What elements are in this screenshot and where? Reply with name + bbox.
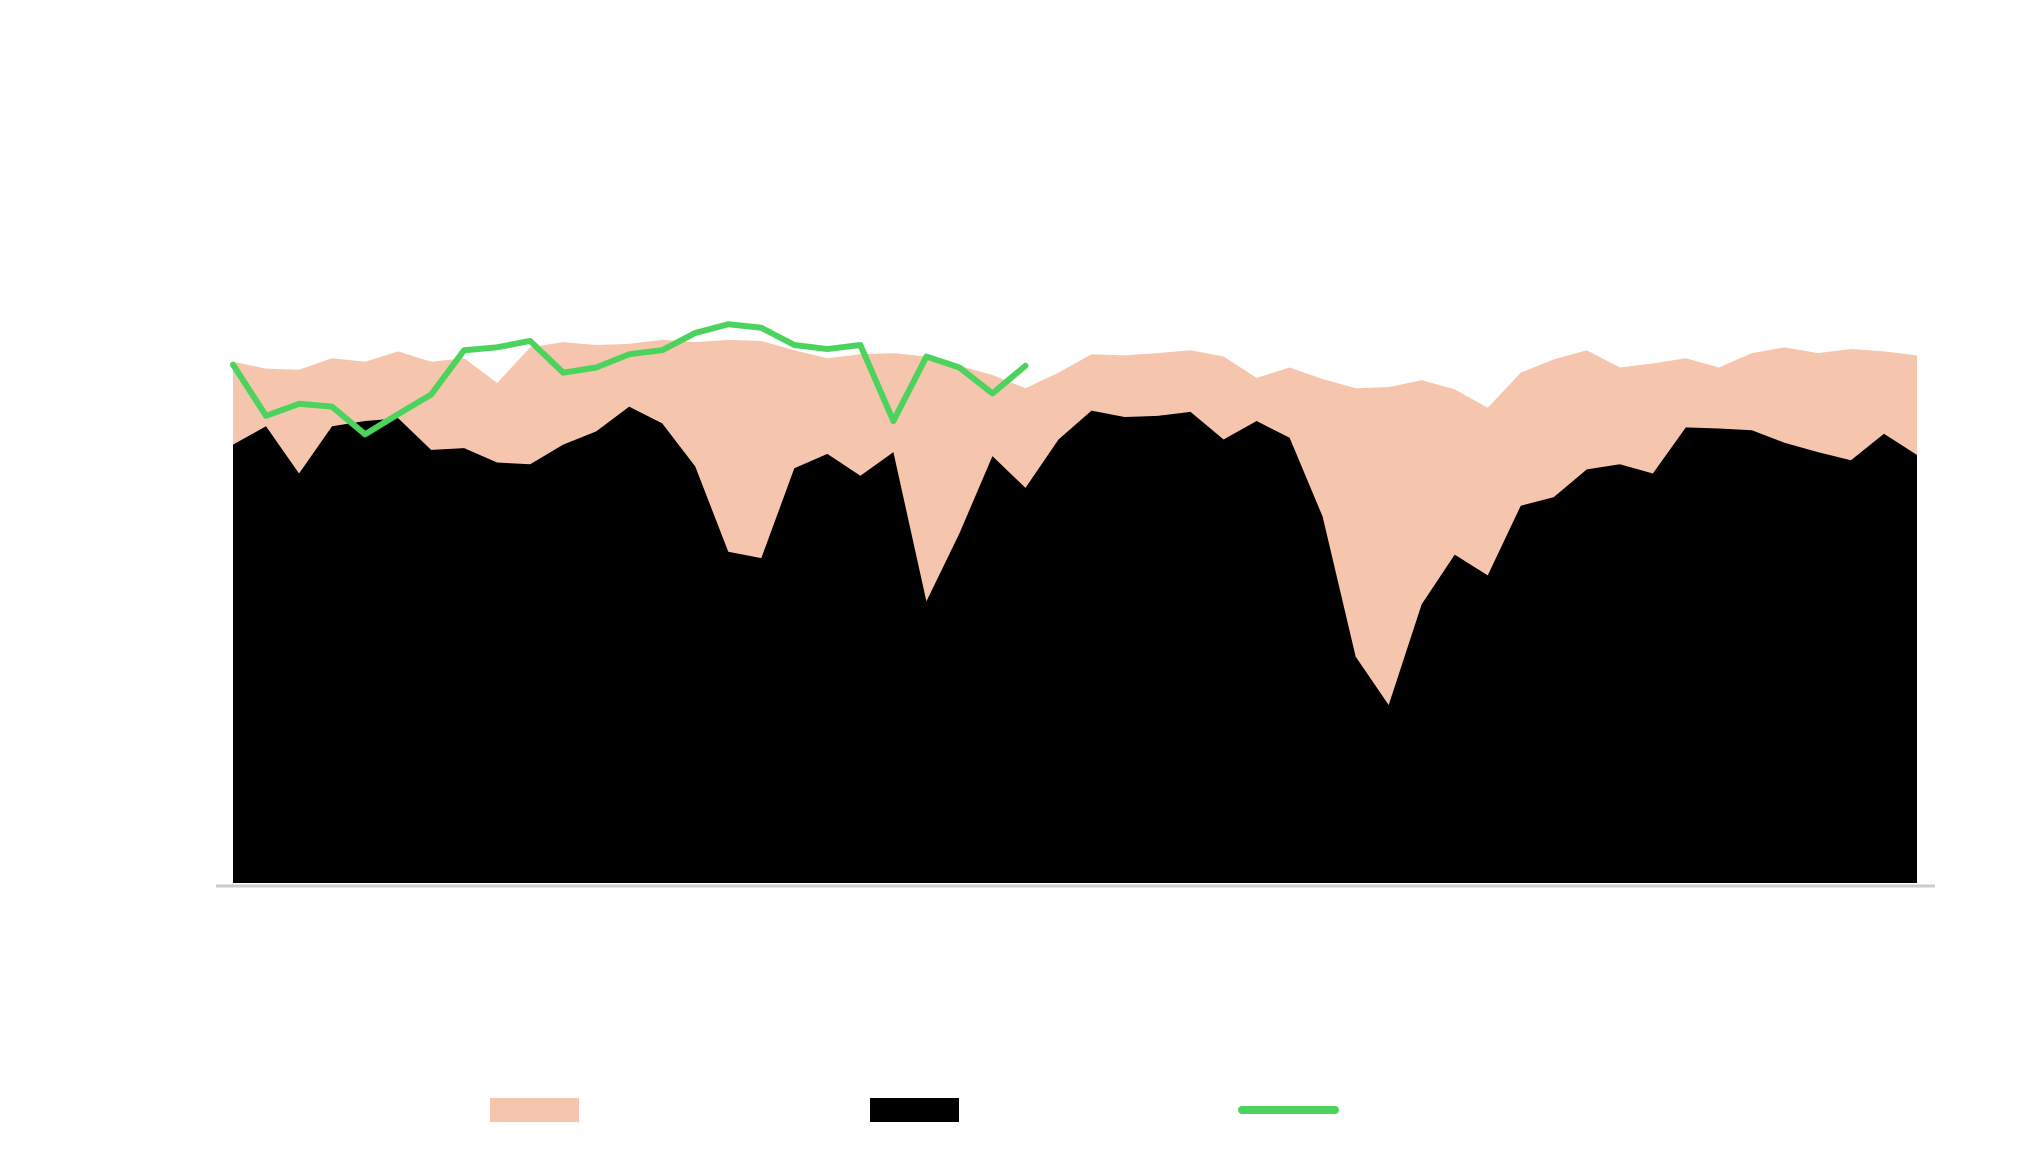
legend-swatch bbox=[870, 1098, 959, 1122]
line bbox=[230, 321, 1029, 438]
area bbox=[233, 406, 1917, 883]
legend-swatch bbox=[490, 1098, 579, 1122]
